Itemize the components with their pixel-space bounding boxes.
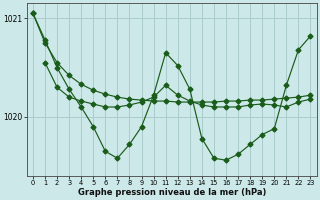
X-axis label: Graphe pression niveau de la mer (hPa): Graphe pression niveau de la mer (hPa) bbox=[77, 188, 266, 197]
